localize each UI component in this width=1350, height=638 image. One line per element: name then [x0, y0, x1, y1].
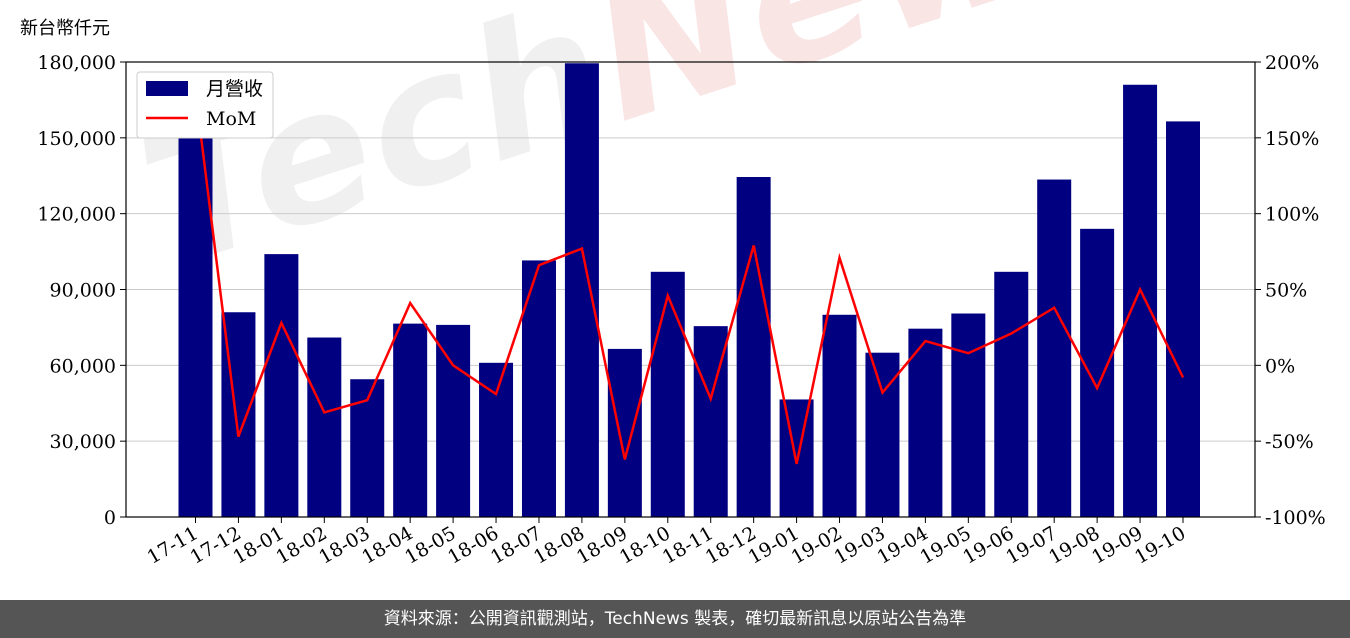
unit-label: 新台幣仟元 [20, 18, 110, 39]
bar-19-02 [822, 314, 857, 517]
right-tick-label: 0% [1265, 355, 1295, 377]
chart: 0 30,000 60,000 90,000 120,000 150,000 180,000… [37, 52, 1326, 569]
bar-19-08 [1080, 228, 1115, 518]
bar-19-07 [1037, 179, 1072, 517]
x-tick-label: 19-10 [1131, 522, 1189, 568]
mom-series [194, 92, 1185, 465]
bar-19-09 [1123, 84, 1158, 517]
bar-18-02 [307, 337, 342, 517]
left-tick-label: 150,000 [37, 128, 116, 150]
bar-18-10 [650, 271, 685, 517]
right-tick-label: -100% [1265, 507, 1326, 529]
bar-18-05 [436, 324, 471, 517]
bar-series [178, 63, 1200, 518]
bar-18-08 [564, 63, 599, 518]
right-tick-label: 200% [1265, 52, 1319, 74]
right-tick-label: 150% [1265, 128, 1319, 150]
bar-19-06 [994, 271, 1029, 517]
bar-18-09 [607, 348, 642, 517]
bar-18-01 [264, 254, 299, 517]
legend-bar-swatch [146, 81, 188, 96]
footer-source-note: 資料來源：公開資訊觀測站，TechNews 製表，確切最新訊息以原站公告為準 [0, 600, 1350, 638]
bar-19-05 [951, 313, 986, 517]
legend: 月營收 MoM [136, 71, 274, 139]
bar-19-04 [908, 328, 943, 517]
bar-18-06 [479, 362, 514, 517]
right-tick-label: 100% [1265, 204, 1319, 226]
left-tick-label: 90,000 [50, 280, 116, 302]
legend-bar-label: 月營收 [206, 78, 263, 100]
bar-18-07 [521, 260, 556, 517]
right-tick-label: -50% [1265, 431, 1314, 453]
legend-line-label: MoM [206, 108, 256, 130]
left-tick-label: 30,000 [50, 431, 116, 453]
right-tick-label: 50% [1265, 280, 1307, 302]
bar-19-10 [1166, 121, 1200, 518]
left-tick-label: 180,000 [37, 52, 116, 74]
left-tick-label: 60,000 [50, 355, 116, 377]
bar-18-12 [736, 177, 771, 517]
bar-18-04 [393, 323, 428, 517]
left-tick-label: 120,000 [37, 204, 116, 226]
mom-line [194, 92, 1185, 465]
left-tick-label: 0 [104, 507, 116, 529]
